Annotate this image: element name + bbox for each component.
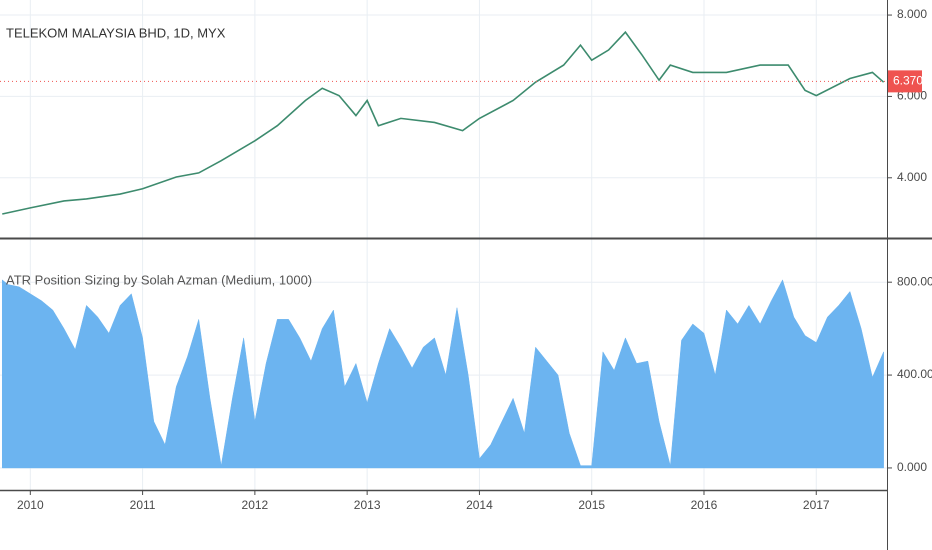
x-tick-label: 2017 [803, 498, 830, 512]
price-line [2, 30, 885, 215]
pane-title: ATR Position Sizing by Solah Azman (Medi… [6, 272, 312, 287]
y-tick-label: 400.000 [897, 367, 932, 381]
x-tick-label: 2015 [578, 498, 605, 512]
last-price-label: 6.370 [893, 74, 923, 88]
y-tick-label: 0.000 [897, 460, 927, 474]
area [1, 279, 884, 469]
x-tick-label: 2014 [466, 498, 493, 512]
x-tick-label: 2013 [354, 498, 381, 512]
y-tick-label: 800.000 [897, 274, 932, 288]
last-price-tag [888, 70, 922, 93]
x-tick-label: 2016 [691, 498, 718, 512]
pane-title: TELEKOM MALAYSIA BHD, 1D, MYX [6, 25, 226, 40]
x-tick-label: 2011 [130, 498, 156, 512]
x-tick-label: 2012 [242, 498, 269, 512]
x-tick-label: 2010 [17, 498, 44, 512]
plot-layer [0, 0, 887, 490]
y-tick-label: 8.000 [897, 7, 927, 21]
y-tick-label: 4.000 [897, 170, 927, 184]
